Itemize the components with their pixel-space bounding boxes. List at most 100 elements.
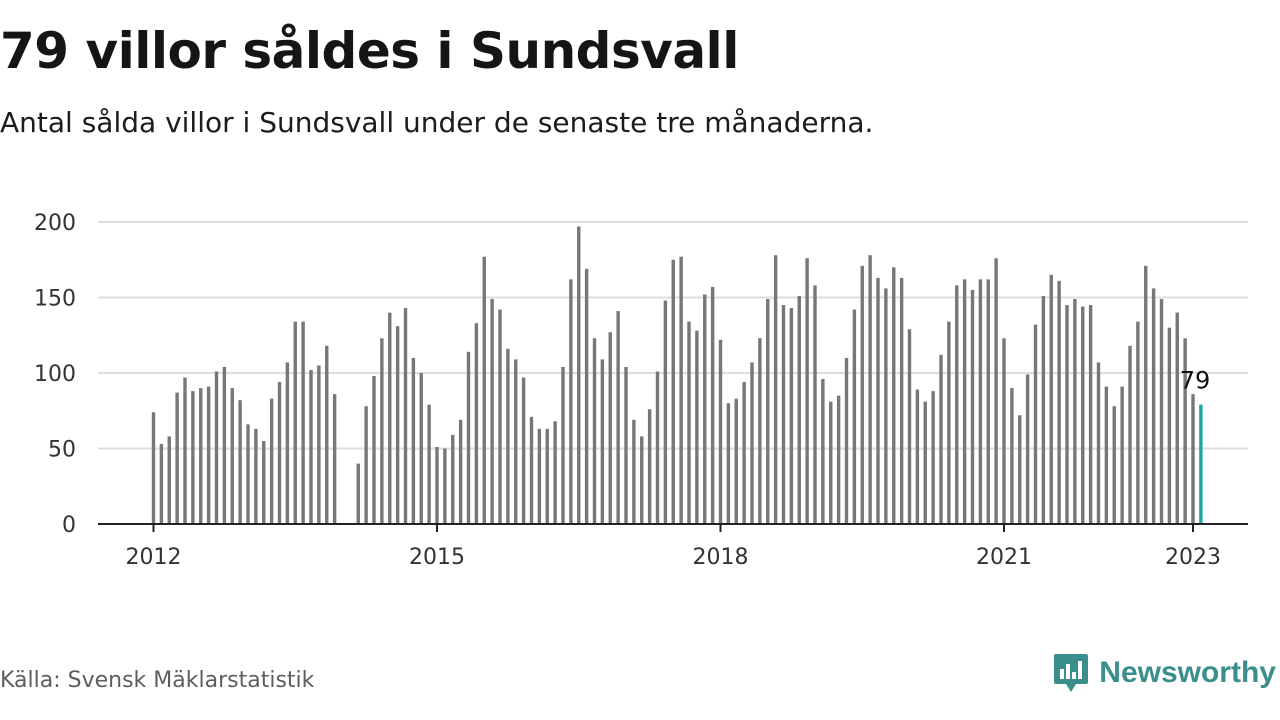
bar bbox=[884, 288, 888, 524]
bar bbox=[301, 321, 305, 524]
chart-title: 79 villor såldes i Sundsvall bbox=[0, 22, 739, 80]
y-tick-label: 50 bbox=[48, 438, 76, 463]
bar bbox=[923, 401, 927, 524]
bar bbox=[569, 279, 573, 524]
bar bbox=[553, 421, 557, 524]
bar bbox=[191, 391, 195, 524]
bar bbox=[514, 359, 518, 524]
bar bbox=[435, 446, 439, 524]
bar bbox=[1120, 386, 1124, 524]
bar bbox=[836, 395, 841, 524]
bar bbox=[199, 388, 203, 524]
bar bbox=[529, 416, 534, 524]
bar bbox=[214, 371, 219, 524]
bar bbox=[671, 259, 675, 524]
bar bbox=[852, 309, 857, 524]
bar bbox=[789, 308, 794, 524]
bar bbox=[608, 332, 612, 524]
bar bbox=[332, 394, 337, 524]
bar bbox=[584, 268, 589, 524]
bar bbox=[876, 277, 880, 524]
y-tick-label: 150 bbox=[34, 287, 76, 312]
bar bbox=[766, 299, 770, 524]
bar bbox=[411, 357, 416, 524]
bar bbox=[1112, 406, 1116, 524]
bar bbox=[521, 377, 526, 524]
bar bbox=[183, 377, 187, 524]
bar bbox=[419, 373, 423, 524]
bar bbox=[1041, 295, 1046, 524]
bar bbox=[797, 295, 801, 524]
bars bbox=[151, 226, 1203, 524]
bar bbox=[758, 338, 762, 524]
bar bbox=[726, 403, 731, 524]
bar bbox=[962, 279, 967, 524]
bar bbox=[829, 401, 833, 524]
bar bbox=[592, 338, 597, 524]
bar bbox=[443, 448, 447, 524]
bar bbox=[1049, 274, 1053, 524]
bar bbox=[899, 277, 904, 524]
bar bbox=[474, 323, 479, 524]
bar bbox=[624, 366, 628, 524]
bar bbox=[222, 366, 227, 524]
x-tick-label: 2012 bbox=[126, 545, 182, 570]
bar bbox=[293, 321, 297, 524]
bar bbox=[781, 305, 786, 524]
bar bbox=[1018, 415, 1022, 524]
bar bbox=[364, 406, 368, 524]
bar bbox=[238, 400, 242, 524]
bar bbox=[813, 285, 817, 524]
bar bbox=[955, 285, 959, 524]
bar bbox=[647, 409, 652, 524]
bar bbox=[403, 308, 408, 524]
bar bbox=[600, 359, 605, 524]
bar bbox=[506, 348, 510, 524]
bar bbox=[490, 299, 494, 524]
bar bbox=[372, 376, 376, 524]
bar bbox=[167, 436, 171, 524]
brand-logo[interactable]: Newsworthy bbox=[1053, 652, 1276, 694]
bar bbox=[994, 258, 998, 524]
bar bbox=[1144, 265, 1148, 524]
bar bbox=[1183, 338, 1187, 524]
bar bbox=[498, 309, 502, 524]
bar bbox=[1128, 345, 1132, 524]
bar bbox=[1096, 362, 1101, 524]
bar bbox=[1151, 288, 1156, 524]
bar bbox=[640, 436, 644, 524]
bar bbox=[159, 443, 164, 524]
bar bbox=[703, 294, 707, 524]
bar bbox=[970, 289, 975, 524]
brand-name: Newsworthy bbox=[1099, 656, 1276, 689]
bar bbox=[805, 258, 809, 524]
bar bbox=[742, 382, 746, 524]
bar bbox=[632, 419, 636, 524]
bar bbox=[860, 265, 864, 524]
bar bbox=[710, 286, 715, 524]
y-tick-label: 0 bbox=[62, 513, 76, 538]
bar bbox=[915, 389, 920, 524]
bar bbox=[1191, 394, 1195, 524]
bar-chart: 0 50 100 150 200 79 2012 2015 2018 2021 2023 bbox=[34, 211, 1248, 570]
x-tick-label: 2015 bbox=[409, 545, 465, 570]
bar bbox=[458, 419, 463, 524]
x-tick-label: 2018 bbox=[693, 545, 749, 570]
bar bbox=[695, 330, 699, 524]
bar bbox=[356, 463, 360, 524]
bar bbox=[537, 428, 542, 524]
bar bbox=[687, 321, 691, 524]
bar bbox=[1002, 338, 1006, 524]
bar bbox=[277, 382, 282, 524]
bar bbox=[679, 256, 683, 524]
bar bbox=[1104, 386, 1109, 524]
y-tick-label: 100 bbox=[34, 362, 76, 387]
bar-chart-speech-bubble-icon bbox=[1054, 654, 1089, 692]
bar bbox=[1033, 324, 1038, 524]
bar bbox=[844, 357, 849, 524]
bar bbox=[663, 300, 668, 524]
bar bbox=[750, 362, 754, 524]
bar bbox=[309, 369, 313, 524]
bar bbox=[317, 365, 321, 524]
bar bbox=[939, 354, 943, 524]
